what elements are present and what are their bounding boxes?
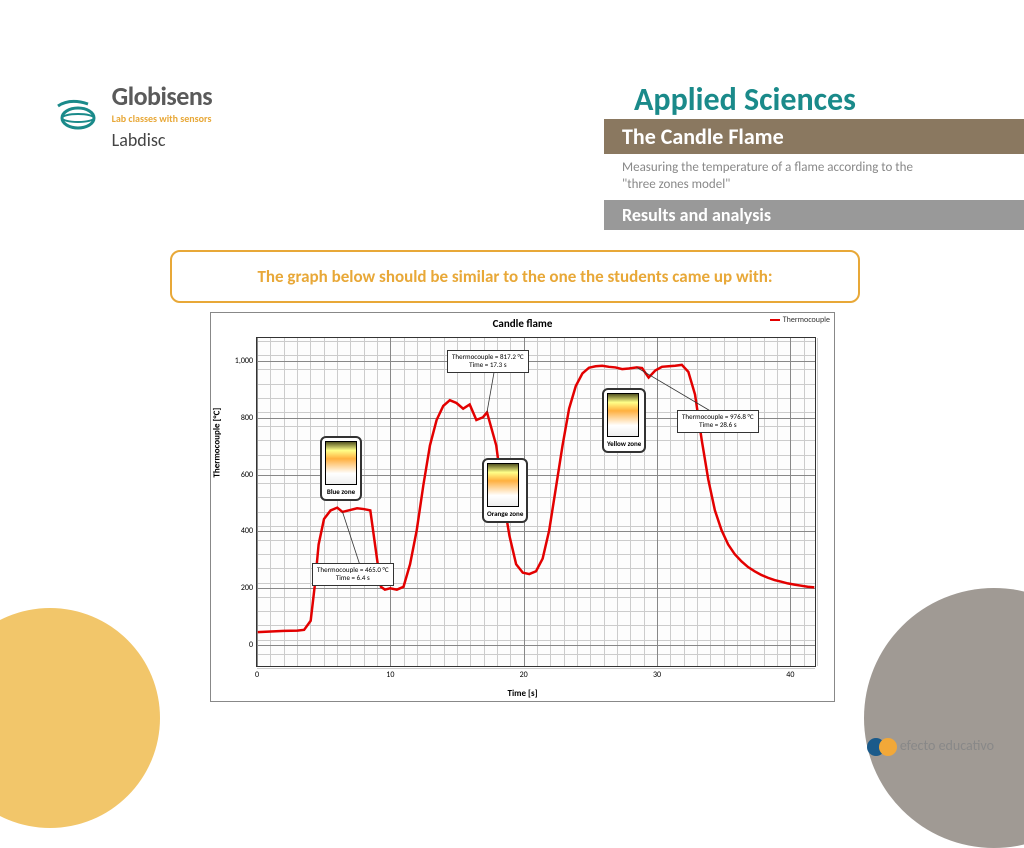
- page-title: The Candle Flame: [604, 119, 1024, 154]
- candle-image: [487, 463, 519, 507]
- section-title: Results and analysis: [604, 200, 1024, 230]
- footer-brand-text: efecto educativo: [900, 737, 994, 754]
- candle-image: [325, 441, 357, 485]
- globe-icon: [50, 96, 100, 136]
- instruction-callout: The graph below should be similar to the…: [170, 250, 860, 303]
- zone-label: Orange zone: [487, 509, 523, 518]
- brand-logo: Globisens Lab classes with sensors Labdi…: [50, 80, 212, 151]
- zone-callout: Yellow zone: [602, 388, 646, 453]
- decoration-circle-gray: [864, 588, 1024, 848]
- plot-area: 01020304002004006008001,000Thermocouple …: [256, 337, 816, 667]
- zone-label: Yellow zone: [607, 439, 641, 448]
- page-description: Measuring the temperature of a flame acc…: [604, 154, 964, 200]
- zone-callout: Orange zone: [482, 458, 528, 523]
- data-line: [257, 338, 815, 666]
- y-axis-label: Thermocouple [°C]: [212, 408, 223, 478]
- chart-legend: Thermocouple: [770, 315, 830, 325]
- annotation-box: Thermocouple = 817.2 °CTime = 17.3 s: [447, 350, 529, 373]
- footer-icon-a: [879, 738, 897, 756]
- logo-name: Globisens: [112, 80, 213, 112]
- header-block: Applied Sciences The Candle Flame Measur…: [604, 80, 1024, 230]
- chart-panel: Candle flame Thermocouple Thermocouple […: [210, 312, 835, 702]
- footer-brand: efecto educativo: [867, 737, 994, 756]
- candle-image: [607, 393, 639, 437]
- category-title: Applied Sciences: [634, 80, 1024, 119]
- logo-sub: Labdisc: [112, 129, 213, 151]
- chart-title: Candle flame: [211, 313, 834, 330]
- zone-callout: Blue zone: [320, 436, 362, 501]
- x-axis-label: Time [s]: [508, 688, 538, 699]
- annotation-box: Thermocouple = 465.0 °CTime = 6.4 s: [312, 563, 394, 586]
- decoration-circle-yellow: [0, 608, 160, 828]
- zone-label: Blue zone: [325, 487, 357, 496]
- annotation-box: Thermocouple = 976.8 °CTime = 28.6 s: [677, 410, 759, 433]
- logo-tagline: Lab classes with sensors: [112, 112, 213, 125]
